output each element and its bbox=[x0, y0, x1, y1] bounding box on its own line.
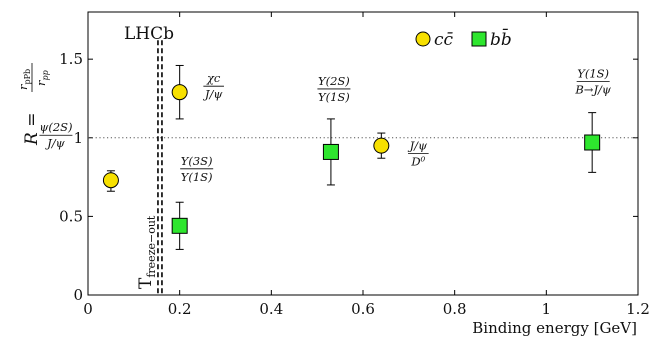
point-label-denominator: Υ(1S) bbox=[181, 170, 213, 184]
y-tick-label: 1.5 bbox=[59, 50, 83, 68]
legend: cc̄ bb̄ bbox=[415, 27, 512, 50]
marker-square bbox=[171, 217, 188, 234]
marker-square bbox=[584, 134, 601, 151]
point-label-denominator: J/ψ bbox=[203, 87, 223, 101]
y-tick-label: 0.5 bbox=[59, 207, 83, 225]
data-point-bbbar: Υ(2S) Υ(1S) bbox=[317, 74, 351, 186]
point-label-numerator: Υ(3S) bbox=[181, 154, 213, 168]
point-label-numerator: J/ψ bbox=[408, 139, 428, 153]
x-tick-label: 1.2 bbox=[626, 300, 650, 318]
x-tick-label: 1 bbox=[542, 300, 552, 318]
freeze-out-subscript: freeze−out bbox=[145, 215, 158, 278]
y-axis-label-den-r: r bbox=[34, 79, 48, 86]
y-axis-label-num-sub: pPb bbox=[23, 69, 32, 85]
point-label-denominator: D⁰ bbox=[410, 155, 425, 169]
marker-circle bbox=[102, 172, 119, 189]
y-axis-label: R = rpPb rpp bbox=[16, 63, 50, 146]
x-tick-label: 0.6 bbox=[351, 300, 375, 318]
point-label-denominator: B→J/ψ bbox=[574, 82, 612, 96]
axis-ticks bbox=[87, 12, 639, 296]
y-axis-label-numerator: rpPb bbox=[16, 69, 32, 90]
freeze-out-line bbox=[157, 40, 163, 295]
x-axis-label: Binding energy [GeV] bbox=[472, 319, 637, 337]
legend-marker-square bbox=[471, 31, 487, 47]
marker-square bbox=[322, 143, 339, 160]
y-tick-label: 0 bbox=[73, 286, 83, 304]
data-point-bbbar: Υ(1S) B→J/ψ bbox=[574, 66, 612, 173]
legend-marker-circle bbox=[415, 31, 431, 47]
freeze-out-label: Tfreeze−out bbox=[136, 215, 158, 289]
data-point-ccbar: J/ψ D⁰ bbox=[373, 132, 429, 169]
y-tick-label: 1 bbox=[73, 129, 83, 147]
y-axis-label-lhs: R = bbox=[22, 113, 42, 146]
plot-frame bbox=[87, 11, 639, 296]
data-points: ψ(2S)J/ψχcJ/ψJ/ψD⁰Υ(3S)Υ(1S)Υ(2S)Υ(1S)Υ(… bbox=[39, 64, 612, 250]
x-tick-label: 0.4 bbox=[259, 300, 283, 318]
data-point-bbbar: Υ(3S) Υ(1S) bbox=[171, 154, 214, 250]
point-label-numerator: ψ(2S) bbox=[39, 120, 72, 134]
point-label-numerator: Υ(1S) bbox=[577, 66, 609, 80]
point-label-denominator: J/ψ bbox=[45, 136, 65, 150]
marker-circle bbox=[373, 137, 390, 154]
data-point-ccbar: χc J/ψ bbox=[171, 64, 224, 120]
data-point-ccbar: ψ(2S) J/ψ bbox=[39, 120, 119, 192]
legend-label-ccbar: cc̄ bbox=[434, 30, 454, 50]
y-axis-label-den-sub: pp bbox=[41, 70, 50, 80]
point-label-numerator: χc bbox=[206, 71, 221, 85]
y-axis-label-denominator: rpp bbox=[34, 70, 50, 86]
x-tick-label: 0.8 bbox=[443, 300, 467, 318]
marker-circle bbox=[171, 84, 188, 101]
experiment-tag: LHCb bbox=[124, 24, 174, 44]
freeze-out-symbol: T bbox=[136, 277, 156, 289]
point-label-denominator: Υ(1S) bbox=[318, 90, 350, 104]
y-axis-label-num-r: r bbox=[16, 83, 30, 90]
x-tick-label: 0.2 bbox=[168, 300, 192, 318]
legend-label-bbbar: bb̄ bbox=[490, 27, 512, 50]
x-tick-label: 0 bbox=[83, 300, 93, 318]
point-label-numerator: Υ(2S) bbox=[318, 74, 350, 88]
axis-tick-labels: 0 0.2 0.4 0.6 0.8 1 1.2 0 0.5 1 1.5 bbox=[59, 50, 650, 318]
